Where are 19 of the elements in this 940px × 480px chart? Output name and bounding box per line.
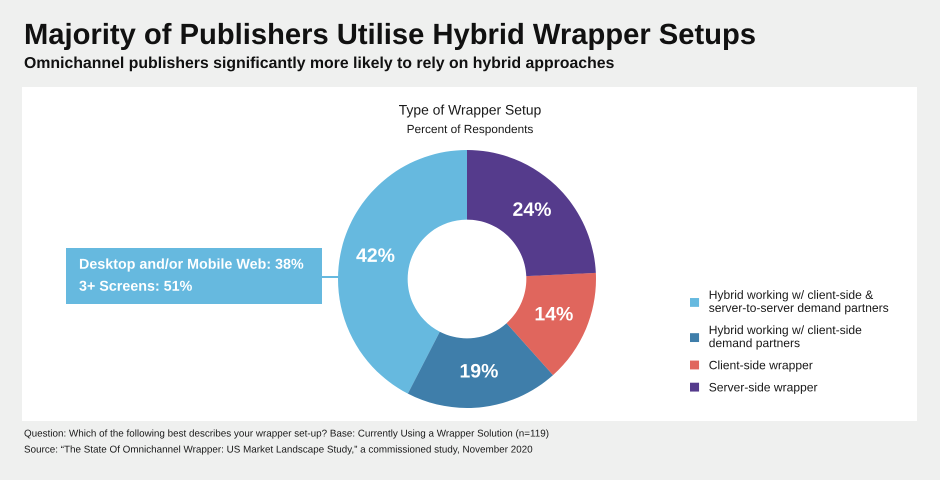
text: 3+ Screens: 51% [79,280,192,291]
legend-label: Hybrid working w/ client-side & server-to-server demand partners [709,290,888,314]
legend-label: Client-side wrapper [709,360,813,372]
data-label: 19% [460,364,498,378]
text: Desktop and/or Mobile Web: 38% [80,258,304,272]
data-label: 42% [356,248,394,262]
donut-slice [467,150,596,276]
legend-label: Hybrid working w/ client-side demand partners [709,325,862,350]
donut-slice [408,323,554,408]
donut-slice [506,272,596,376]
text: Question: Which of the following best describes your wrapper set-up? Base: Currently Using a Wrapper Solution (n=119) [24,429,548,439]
data-label: 24% [513,202,551,216]
data-label: 14% [536,306,573,321]
legend-label: Server-side wrapper [709,382,818,394]
chart-subtitle: Omnichannel publishers significantly more likely to rely on hybrid approaches [24,56,614,72]
text: Type of Wrapper Setup [399,104,541,118]
source-note: Source: “The State Of Omnichannel Wrapper: US Market Landscape Study,” a commissioned study, November 2020 [24,445,532,455]
chart-title: Majority of Publishers Utilise Hybrid Wrapper Setups [26,22,755,50]
text: Percent of Respondents [408,124,533,136]
